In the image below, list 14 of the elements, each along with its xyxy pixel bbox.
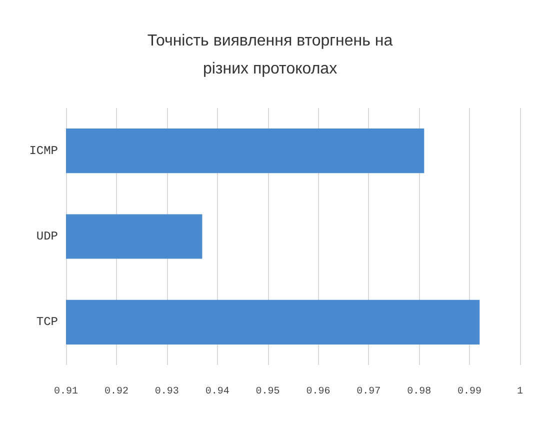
x-tick-label: 1 xyxy=(516,386,524,398)
x-tick-label: 0.96 xyxy=(306,386,330,398)
x-tick-label: 0.98 xyxy=(407,386,432,398)
y-tick-label: UDP xyxy=(36,230,58,244)
x-tick-label: 0.95 xyxy=(256,386,280,398)
x-tick-label: 0.99 xyxy=(458,386,482,398)
x-tick-label: 0.92 xyxy=(104,386,128,398)
y-tick-label: TCP xyxy=(36,315,58,330)
chart-title: Точність виявлення вторгнень на різних протоколах xyxy=(147,32,393,78)
x-tick-label: 0.97 xyxy=(356,386,381,398)
x-tick-label: 0.93 xyxy=(154,386,179,398)
x-tick-label: 0.94 xyxy=(205,386,230,398)
y-tick-label: ICMP xyxy=(29,144,58,158)
x-tick-label: 0.91 xyxy=(54,386,78,398)
